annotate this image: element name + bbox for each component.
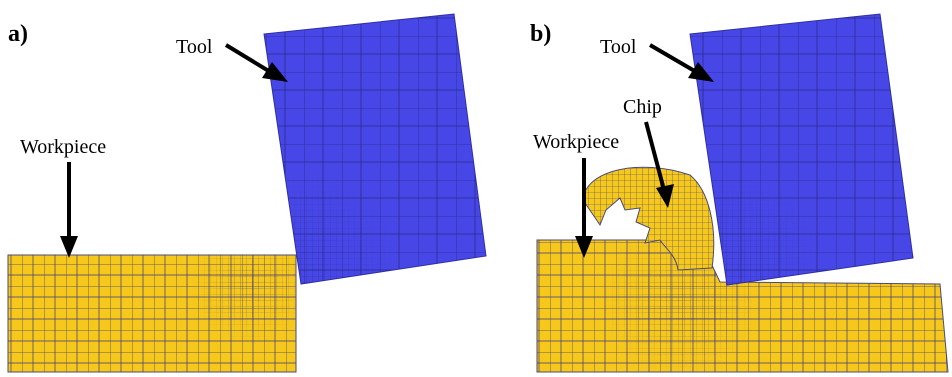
workpiece-label-a: Workpiece (20, 136, 106, 158)
workpiece-a (7, 254, 297, 373)
workpiece-b (536, 239, 949, 373)
panel-a-label: a) (8, 21, 28, 47)
panel-a: a) Tool Workpiece (7, 13, 487, 373)
chip-label: Chip (623, 96, 662, 118)
tool-arrow-a (224, 43, 288, 82)
workpiece-label-b: Workpiece (533, 131, 619, 153)
workpiece-arrow-b (575, 158, 593, 258)
tool-label-a: Tool (176, 36, 213, 58)
tool-label-b: Tool (600, 36, 637, 58)
chip-arrow (644, 121, 674, 208)
tool-a (263, 13, 487, 285)
panel-b-label: b) (530, 21, 551, 47)
workpiece-arrow-a (60, 162, 78, 258)
chip (582, 166, 715, 271)
panel-b: b) Tool Chip Workp (530, 13, 949, 373)
tool-b (689, 13, 914, 286)
tool-arrow-b (648, 43, 714, 82)
